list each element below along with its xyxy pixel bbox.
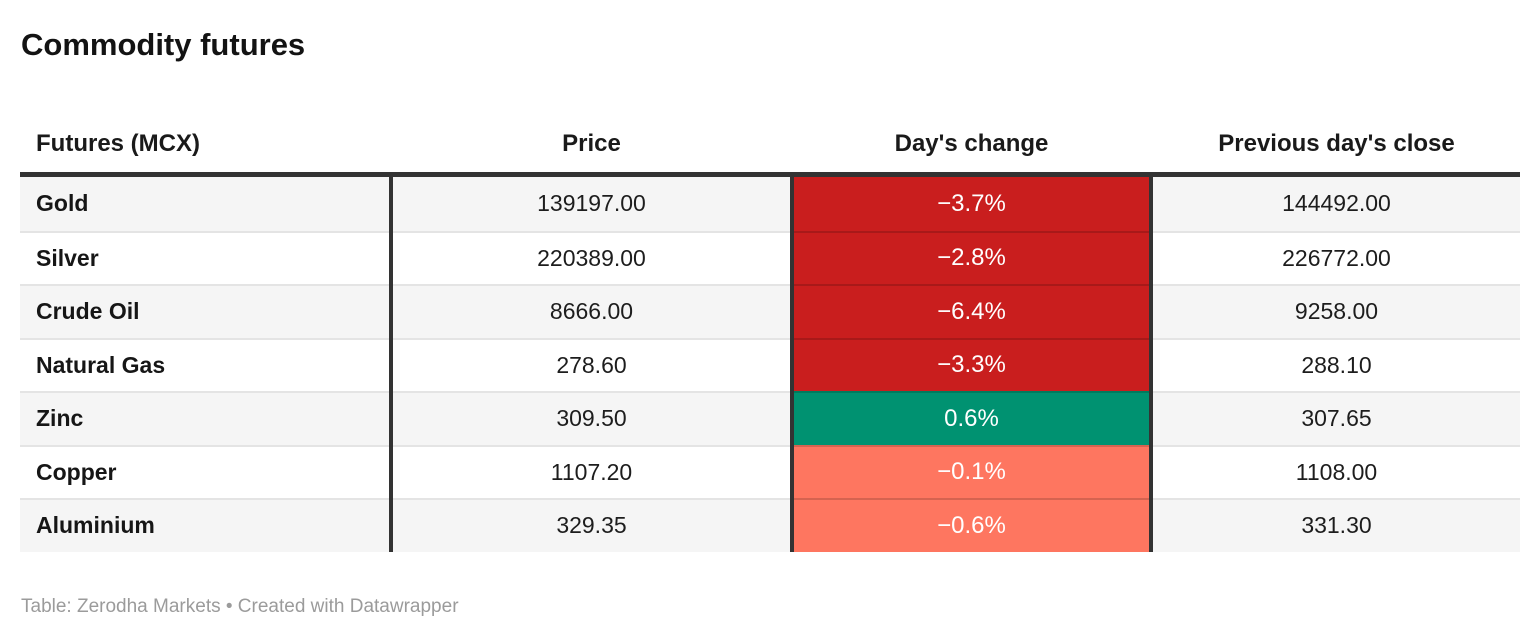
- price-cell: 329.35: [393, 498, 790, 552]
- change-cell: −3.3%: [794, 337, 1149, 391]
- column-divider: [389, 284, 393, 338]
- column-divider: [389, 444, 393, 498]
- table-row-aluminium: Aluminium 329.35 −0.6% 331.30: [20, 498, 1520, 552]
- change-cell: −6.4%: [794, 284, 1149, 338]
- price-cell: 139197.00: [393, 177, 790, 231]
- row-label: Copper: [20, 444, 389, 498]
- prev-close-cell: 307.65: [1153, 391, 1520, 445]
- column-divider: [389, 391, 393, 445]
- price-cell: 1107.20: [393, 444, 790, 498]
- table-row-crude-oil: Crude Oil 8666.00 −6.4% 9258.00: [20, 284, 1520, 338]
- table-row-natural-gas: Natural Gas 278.60 −3.3% 288.10: [20, 337, 1520, 391]
- price-cell: 309.50: [393, 391, 790, 445]
- table-row-gold: Gold 139197.00 −3.7% 144492.00: [20, 177, 1520, 231]
- table-row-zinc: Zinc 309.50 0.6% 307.65: [20, 391, 1520, 445]
- column-divider: [790, 284, 794, 338]
- row-label: Zinc: [20, 391, 389, 445]
- price-cell: 8666.00: [393, 284, 790, 338]
- commodity-futures-table: Futures (MCX) Price Day's change Previou…: [20, 115, 1520, 552]
- change-cell: −0.1%: [794, 444, 1149, 498]
- column-header-price: Price: [562, 129, 621, 157]
- price-cell: 278.60: [393, 337, 790, 391]
- row-label: Crude Oil: [20, 284, 389, 338]
- change-cell: −2.8%: [794, 230, 1149, 284]
- column-divider: [790, 177, 794, 231]
- header-row: Futures (MCX) Price Day's change Previou…: [20, 115, 1520, 177]
- column-divider: [389, 337, 393, 391]
- column-divider: [389, 230, 393, 284]
- column-divider: [790, 498, 794, 552]
- prev-close-cell: 9258.00: [1153, 284, 1520, 338]
- column-divider: [1149, 498, 1153, 552]
- column-divider: [389, 498, 393, 552]
- column-divider: [1149, 284, 1153, 338]
- change-cell: −0.6%: [794, 498, 1149, 552]
- row-label: Aluminium: [20, 498, 389, 552]
- prev-close-cell: 226772.00: [1153, 230, 1520, 284]
- prev-close-cell: 1108.00: [1153, 444, 1520, 498]
- column-header-futures: Futures (MCX): [36, 129, 200, 157]
- change-cell: −3.7%: [794, 177, 1149, 231]
- column-divider: [790, 337, 794, 391]
- column-divider: [790, 391, 794, 445]
- column-divider: [790, 444, 794, 498]
- prev-close-cell: 288.10: [1153, 337, 1520, 391]
- table-row-silver: Silver 220389.00 −2.8% 226772.00: [20, 230, 1520, 284]
- column-divider: [1149, 391, 1153, 445]
- footer-credit: Table: Zerodha Markets • Created with Da…: [21, 595, 459, 617]
- price-cell: 220389.00: [393, 230, 790, 284]
- column-divider: [1149, 230, 1153, 284]
- column-divider: [1149, 444, 1153, 498]
- column-divider: [1149, 337, 1153, 391]
- column-header-prev-close: Previous day's close: [1218, 129, 1455, 157]
- row-label: Silver: [20, 230, 389, 284]
- row-label: Gold: [20, 177, 389, 231]
- column-divider: [1149, 177, 1153, 231]
- row-label: Natural Gas: [20, 337, 389, 391]
- prev-close-cell: 144492.00: [1153, 177, 1520, 231]
- prev-close-cell: 331.30: [1153, 498, 1520, 552]
- change-cell: 0.6%: [794, 391, 1149, 445]
- column-divider: [790, 230, 794, 284]
- page-title: Commodity futures: [21, 27, 306, 62]
- column-divider: [389, 177, 393, 231]
- table-row-copper: Copper 1107.20 −0.1% 1108.00: [20, 444, 1520, 498]
- column-header-change: Day's change: [894, 129, 1049, 157]
- page: Commodity futures Futures (MCX) Price Da…: [0, 25, 1540, 618]
